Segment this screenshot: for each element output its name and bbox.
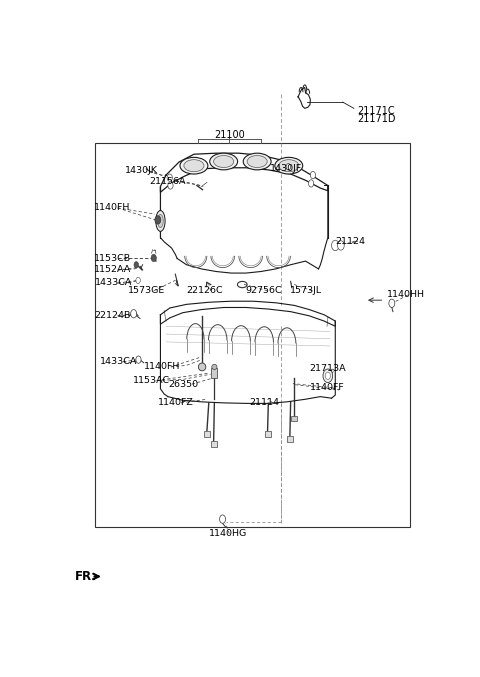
Circle shape <box>134 261 139 268</box>
Text: 92756C: 92756C <box>245 286 281 295</box>
Text: 1152AA: 1152AA <box>94 265 132 274</box>
Ellipse shape <box>180 157 208 174</box>
Circle shape <box>286 164 291 170</box>
Bar <box>287 436 293 442</box>
Circle shape <box>151 255 156 261</box>
Ellipse shape <box>184 160 204 172</box>
Circle shape <box>323 369 333 383</box>
Text: 1153CB: 1153CB <box>94 254 132 263</box>
Text: 21124: 21124 <box>335 237 365 246</box>
Text: 1430JK: 1430JK <box>125 167 158 175</box>
Ellipse shape <box>243 153 271 170</box>
Text: 21713A: 21713A <box>310 364 346 374</box>
Bar <box>211 368 217 378</box>
Bar <box>264 431 271 437</box>
Text: 21171D: 21171D <box>358 114 396 125</box>
Text: 1573JL: 1573JL <box>289 286 322 295</box>
Text: 22126C: 22126C <box>186 286 223 295</box>
Text: 1140FZ: 1140FZ <box>158 398 194 408</box>
Text: 1433CA: 1433CA <box>100 357 137 366</box>
Text: 1430JF: 1430JF <box>270 164 302 173</box>
Text: 1140FH: 1140FH <box>144 362 180 372</box>
Ellipse shape <box>214 156 234 167</box>
Circle shape <box>155 216 161 224</box>
Ellipse shape <box>212 364 217 370</box>
Bar <box>211 441 216 447</box>
Text: 1573GE: 1573GE <box>128 286 165 295</box>
Text: 1433CA: 1433CA <box>96 278 132 288</box>
Text: 1140FF: 1140FF <box>310 383 344 392</box>
Ellipse shape <box>157 215 163 227</box>
Circle shape <box>337 241 344 250</box>
Text: 21114: 21114 <box>250 398 280 408</box>
Circle shape <box>332 240 339 250</box>
Ellipse shape <box>279 160 299 172</box>
Bar <box>204 431 210 437</box>
Circle shape <box>311 171 315 179</box>
Circle shape <box>309 180 314 187</box>
Text: 21171C: 21171C <box>358 106 395 116</box>
Circle shape <box>167 174 172 181</box>
Text: 21100: 21100 <box>214 130 245 140</box>
Circle shape <box>136 356 141 364</box>
Text: 21156A: 21156A <box>149 177 186 185</box>
Text: 1140HH: 1140HH <box>386 290 425 299</box>
Circle shape <box>168 182 173 189</box>
Circle shape <box>325 372 330 379</box>
Bar <box>290 416 297 421</box>
Text: 1140FH: 1140FH <box>94 203 131 213</box>
Circle shape <box>389 299 395 307</box>
Text: 1153AC: 1153AC <box>133 376 170 385</box>
Ellipse shape <box>275 157 303 174</box>
Text: FR.: FR. <box>75 570 97 583</box>
Text: 26350: 26350 <box>168 380 198 389</box>
Ellipse shape <box>156 211 165 232</box>
Circle shape <box>131 309 137 318</box>
Ellipse shape <box>247 156 267 167</box>
Circle shape <box>136 278 140 284</box>
Ellipse shape <box>210 153 238 170</box>
Circle shape <box>219 515 226 523</box>
Text: 1140HG: 1140HG <box>209 529 247 538</box>
Bar <box>96 143 409 527</box>
Text: 22124B: 22124B <box>94 311 131 320</box>
Ellipse shape <box>198 363 206 371</box>
